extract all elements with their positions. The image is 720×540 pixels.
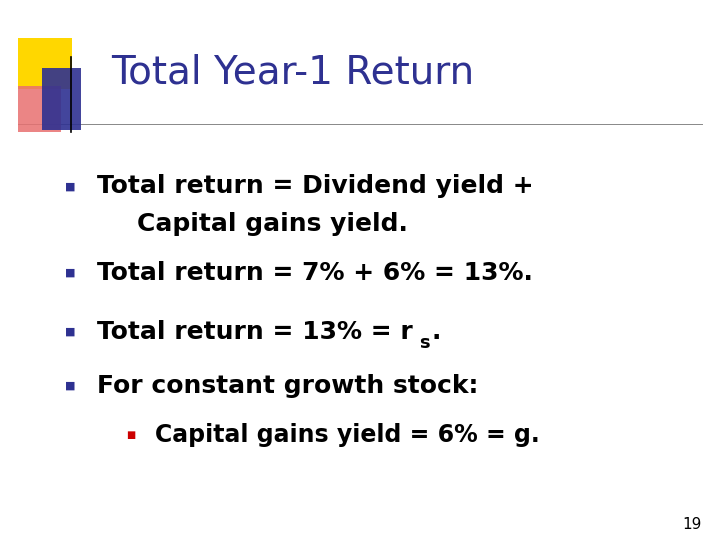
Text: For constant growth stock:: For constant growth stock: <box>97 374 479 398</box>
Text: ■: ■ <box>65 381 76 391</box>
Text: Total return = 7% + 6% = 13%.: Total return = 7% + 6% = 13%. <box>97 261 533 285</box>
Text: .: . <box>432 320 441 344</box>
Text: Total return = 13% = r: Total return = 13% = r <box>97 320 413 344</box>
Text: s: s <box>419 334 430 352</box>
FancyBboxPatch shape <box>18 38 72 89</box>
Text: ■: ■ <box>65 268 76 278</box>
Text: Total Year-1 Return: Total Year-1 Return <box>112 54 474 92</box>
Text: ■: ■ <box>65 181 76 191</box>
Text: ■: ■ <box>126 430 135 440</box>
FancyBboxPatch shape <box>42 68 81 130</box>
Text: ■: ■ <box>65 327 76 337</box>
Text: Total return = Dividend yield +: Total return = Dividend yield + <box>97 174 534 198</box>
FancyBboxPatch shape <box>18 86 61 132</box>
Text: Capital gains yield = 6% = g.: Capital gains yield = 6% = g. <box>155 423 539 447</box>
Text: Capital gains yield.: Capital gains yield. <box>137 212 408 236</box>
Text: 19: 19 <box>683 517 702 532</box>
